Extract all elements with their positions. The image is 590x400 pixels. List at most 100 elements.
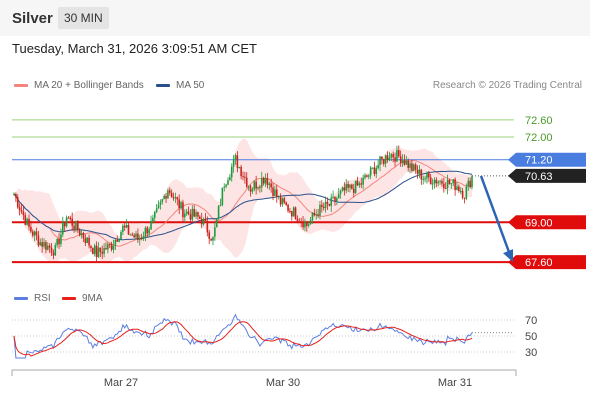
candle-body bbox=[43, 242, 45, 247]
candle-body bbox=[232, 159, 235, 167]
candle-body bbox=[60, 234, 62, 245]
candle-body bbox=[193, 208, 195, 217]
candle-body bbox=[52, 252, 55, 256]
candle-body bbox=[349, 184, 351, 188]
candle-body bbox=[381, 156, 383, 160]
candle-body bbox=[105, 247, 107, 250]
candle-body bbox=[200, 218, 203, 225]
ma20-line bbox=[13, 160, 473, 247]
candle-body bbox=[409, 163, 411, 168]
candle-body bbox=[452, 179, 455, 184]
candle-body bbox=[456, 186, 458, 190]
candle-body bbox=[386, 155, 389, 161]
rsi-panel: 70 50 30 bbox=[12, 313, 537, 359]
candle-body bbox=[170, 192, 173, 198]
candle-body bbox=[215, 218, 218, 228]
candle-body bbox=[332, 196, 334, 198]
candle-body bbox=[313, 212, 316, 216]
candle-body bbox=[426, 172, 428, 179]
candle-body bbox=[148, 229, 150, 234]
candle-body bbox=[69, 218, 72, 220]
candle-body bbox=[112, 245, 115, 250]
candle-body bbox=[152, 217, 154, 222]
legend-rsi: RSI bbox=[14, 293, 51, 304]
candle-body bbox=[168, 190, 171, 193]
candle-body bbox=[309, 219, 312, 225]
candle-body bbox=[28, 218, 30, 227]
candle-body bbox=[227, 180, 229, 185]
candle-body bbox=[41, 242, 43, 247]
candle-body bbox=[123, 225, 126, 228]
candle-body bbox=[208, 232, 211, 239]
candle-body bbox=[35, 231, 38, 236]
candle-body bbox=[315, 214, 318, 216]
candle-body bbox=[345, 184, 348, 191]
candle-body bbox=[274, 189, 276, 196]
candle-body bbox=[441, 180, 443, 184]
candle-body bbox=[225, 184, 227, 187]
candle-body bbox=[234, 155, 237, 160]
level-tag bbox=[508, 255, 586, 270]
candle-body bbox=[18, 207, 21, 210]
candle-body bbox=[50, 247, 53, 253]
candle-body bbox=[403, 160, 406, 165]
candle-body bbox=[266, 178, 269, 185]
candle-body bbox=[95, 245, 98, 257]
candle-body bbox=[219, 204, 222, 207]
candle-body bbox=[15, 193, 17, 198]
candle-body bbox=[247, 186, 250, 188]
candle-body bbox=[150, 221, 152, 230]
candle-body bbox=[184, 213, 186, 218]
level-label: 71.20 bbox=[525, 155, 553, 167]
candle-body bbox=[259, 186, 261, 188]
candle-body bbox=[71, 218, 73, 226]
candle-body bbox=[306, 221, 308, 226]
ma50-line bbox=[13, 170, 473, 241]
candle-body bbox=[116, 239, 119, 242]
candle-body bbox=[334, 196, 336, 201]
candle-body bbox=[277, 196, 280, 198]
candle-body bbox=[444, 188, 447, 190]
candle-body bbox=[221, 187, 224, 205]
candle-body bbox=[197, 212, 199, 217]
candle-body bbox=[429, 177, 432, 184]
candle-body bbox=[101, 251, 104, 254]
candle-body bbox=[161, 199, 164, 203]
level-label: 69.00 bbox=[525, 217, 553, 229]
candle-body bbox=[360, 183, 363, 185]
candle-body bbox=[253, 181, 256, 190]
candle-body bbox=[236, 155, 239, 168]
candle-body bbox=[292, 207, 295, 217]
candle-body bbox=[82, 233, 85, 239]
candle-body bbox=[411, 163, 413, 171]
candle-body bbox=[144, 227, 147, 237]
candle-body bbox=[255, 181, 257, 189]
candle-body bbox=[138, 237, 141, 240]
candle-body bbox=[300, 221, 302, 223]
timestamp: Tuesday, March 31, 2026 3:09:51 AM CET bbox=[12, 41, 257, 56]
candle-body bbox=[321, 204, 323, 207]
credit: Research © 2026 Trading Central bbox=[432, 80, 582, 91]
candle-body bbox=[369, 167, 372, 176]
candle-body bbox=[146, 227, 149, 234]
candle-body bbox=[291, 211, 293, 217]
level-tag bbox=[508, 152, 586, 167]
ma20-swatch bbox=[14, 84, 28, 87]
candle-body bbox=[108, 243, 111, 245]
candle-body bbox=[443, 183, 445, 189]
candle-body bbox=[217, 206, 220, 219]
candle-body bbox=[54, 245, 57, 256]
candle-body bbox=[358, 183, 361, 186]
candle-body bbox=[281, 198, 284, 205]
candle-body bbox=[375, 168, 378, 174]
candle-body bbox=[122, 225, 124, 232]
candle-body bbox=[328, 203, 331, 206]
candle-body bbox=[244, 176, 246, 178]
ma20-label: MA 20 + Bollinger Bands bbox=[34, 80, 144, 91]
rsi-tick-label: 30 bbox=[525, 347, 537, 359]
candle-body bbox=[163, 195, 165, 200]
candle-body bbox=[352, 188, 355, 193]
timeframe-badge[interactable]: 30 MIN bbox=[58, 7, 109, 29]
candle-body bbox=[31, 231, 34, 236]
candle-body bbox=[272, 187, 274, 196]
